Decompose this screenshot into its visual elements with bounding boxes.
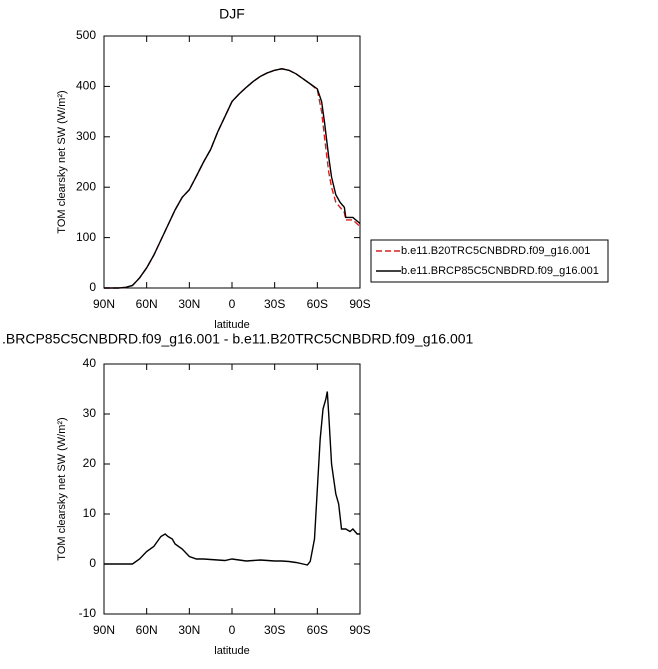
x-tick-label: 60S <box>307 623 328 637</box>
x-tick-label: 90N <box>93 297 115 311</box>
chart-title: .BRCP85C5CNBDRD.f09_g16.001 - b.e11.B20T… <box>2 331 474 347</box>
plot-frame <box>103 35 361 289</box>
y-tick-label: 0 <box>89 556 96 570</box>
chart-title: DJF <box>219 6 245 22</box>
y-axis-label: TOM clearsky net SW (W/m²) <box>56 417 68 560</box>
x-tick-label: 90N <box>93 623 115 637</box>
y-tick-label: 400 <box>76 79 96 93</box>
x-tick-label: 60N <box>136 297 158 311</box>
x-tick-label: 60N <box>136 623 158 637</box>
x-tick-label: 90S <box>349 623 370 637</box>
x-axis-label: latitude <box>214 645 249 657</box>
x-tick-label: 30N <box>178 623 200 637</box>
legend-label: b.e11.BRCP85C5CNBDRD.f09_g16.001 <box>401 265 599 277</box>
y-tick-label: 10 <box>83 506 97 520</box>
y-tick-label: 40 <box>83 356 97 370</box>
y-axis-label: TOM clearsky net SW (W/m²) <box>56 90 68 233</box>
y-tick-label: -10 <box>79 606 97 620</box>
y-tick-label: 300 <box>76 129 96 143</box>
y-tick-label: 500 <box>76 28 96 42</box>
x-axis-label: latitude <box>214 319 249 331</box>
y-tick-label: 30 <box>83 406 97 420</box>
plot-frame <box>103 363 361 615</box>
y-tick-label: 20 <box>83 456 97 470</box>
x-tick-label: 0 <box>229 297 236 311</box>
x-tick-label: 0 <box>229 623 236 637</box>
x-tick-label: 30S <box>264 623 285 637</box>
series-line <box>104 68 361 289</box>
legend-label: b.e11.B20TRC5CNBDRD.f09_g16.001 <box>401 245 590 257</box>
x-tick-label: 30S <box>264 297 285 311</box>
y-tick-label: 100 <box>76 230 96 244</box>
x-tick-label: 30N <box>178 297 200 311</box>
x-tick-label: 90S <box>349 297 370 311</box>
legend-box <box>370 239 609 283</box>
series-line <box>104 391 360 566</box>
y-tick-label: 200 <box>76 179 96 193</box>
y-tick-label: 0 <box>89 280 96 294</box>
x-tick-label: 60S <box>307 297 328 311</box>
